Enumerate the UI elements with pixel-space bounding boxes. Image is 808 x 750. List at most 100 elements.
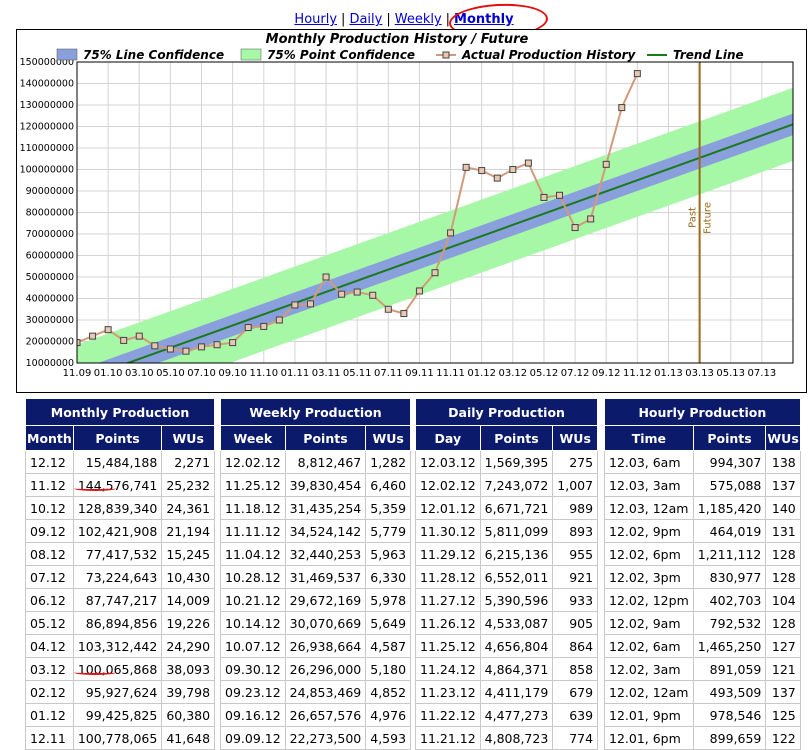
nav-separator: | bbox=[341, 12, 346, 27]
data-point bbox=[524, 159, 532, 167]
data-point bbox=[462, 163, 470, 171]
data-point bbox=[353, 288, 361, 296]
wus-cell: 38,093 bbox=[161, 657, 216, 681]
wus-cell: 5,978 bbox=[365, 588, 412, 612]
data-point bbox=[540, 193, 548, 201]
points-cell: 95,927,624 bbox=[72, 680, 163, 704]
monthly-production-table: Monthly Production Month Points WUs 12.12 15,… bbox=[24, 398, 216, 750]
points-cell: 99,425,825 bbox=[72, 703, 163, 727]
points-cell: 6,671,721 bbox=[479, 496, 554, 520]
row-label-cell: 11.04.12 bbox=[220, 542, 286, 566]
row-label-cell: 11.25.12 bbox=[415, 634, 481, 658]
data-point bbox=[509, 166, 517, 173]
row-label-cell: 12.02, 6am bbox=[604, 634, 694, 658]
wus-cell: 128 bbox=[765, 542, 801, 566]
column-header[interactable]: WUs bbox=[161, 425, 216, 451]
row-label-cell: 10.28.12 bbox=[220, 565, 286, 589]
points-cell: 1,185,420 bbox=[692, 496, 767, 520]
row-label-cell: 12.02, 12pm bbox=[604, 588, 694, 612]
wus-cell: 137 bbox=[765, 473, 801, 497]
row-label-cell: 11.12 bbox=[25, 473, 74, 497]
row-label-cell: 12.03, 6am bbox=[604, 450, 694, 474]
nav-link-hourly[interactable]: Hourly bbox=[294, 12, 338, 27]
row-label-cell: 12.03, 12am bbox=[604, 496, 694, 520]
column-header[interactable]: Points bbox=[72, 425, 163, 451]
nav-link-monthly[interactable]: Monthly bbox=[454, 12, 514, 27]
table-row: 12.02, 3am 891,059 121 bbox=[604, 657, 801, 681]
points-cell: 4,864,371 bbox=[479, 657, 554, 681]
data-point bbox=[151, 342, 159, 350]
x-tick-label: 07.11 bbox=[374, 368, 403, 379]
data-point bbox=[447, 229, 455, 237]
granularity-nav: Hourly | Daily | Weekly | Monthly bbox=[0, 12, 808, 27]
table-row: 12.02, 3pm 830,977 128 bbox=[604, 565, 801, 589]
table-row: 10.14.12 30,070,669 5,649 bbox=[220, 611, 412, 635]
column-header[interactable]: Points bbox=[284, 425, 367, 451]
row-label-cell: 12.02.12 bbox=[220, 450, 286, 474]
wus-cell: 128 bbox=[765, 565, 801, 589]
row-label-cell: 11.30.12 bbox=[415, 519, 481, 543]
data-point bbox=[338, 290, 346, 298]
column-header[interactable]: Points bbox=[692, 425, 767, 451]
wus-cell: 14,009 bbox=[161, 588, 216, 612]
data-point bbox=[322, 273, 330, 281]
table-caption: Weekly Production bbox=[219, 398, 412, 426]
wus-cell: 639 bbox=[552, 703, 599, 727]
nav-link-daily[interactable]: Daily bbox=[349, 12, 383, 27]
column-header[interactable]: Points bbox=[479, 425, 554, 451]
table-row: 12.12 15,484,188 2,271 bbox=[25, 450, 216, 474]
wus-cell: 24,290 bbox=[161, 634, 216, 658]
points-cell: 128,839,340 bbox=[72, 496, 163, 520]
table-row: 10.12 128,839,340 24,361 bbox=[25, 496, 216, 520]
table-row: 12.03, 12am 1,185,420 140 bbox=[604, 496, 801, 520]
wus-cell: 933 bbox=[552, 588, 599, 612]
column-header[interactable]: Time bbox=[604, 425, 694, 451]
column-header[interactable]: Month bbox=[25, 425, 74, 451]
wus-cell: 275 bbox=[552, 450, 599, 474]
data-point bbox=[478, 167, 486, 175]
data-point bbox=[369, 291, 377, 299]
wus-cell: 15,245 bbox=[161, 542, 216, 566]
column-header[interactable]: Week bbox=[220, 425, 286, 451]
data-point bbox=[198, 343, 206, 351]
table-row: 12.02.12 7,243,072 1,007 bbox=[415, 473, 599, 497]
x-tick-label: 01.10 bbox=[94, 368, 123, 379]
row-label-cell: 10.14.12 bbox=[220, 611, 286, 635]
table-row: 12.01, 9pm 978,546 125 bbox=[604, 703, 801, 727]
points-cell: 402,703 bbox=[692, 588, 767, 612]
y-tick-label: 20000000 bbox=[26, 337, 74, 348]
row-label-cell: 09.12 bbox=[25, 519, 74, 543]
table-row: 11.27.12 5,390,596 933 bbox=[415, 588, 599, 612]
data-point bbox=[260, 322, 268, 330]
points-cell: 575,088 bbox=[692, 473, 767, 497]
wus-cell: 5,649 bbox=[365, 611, 412, 635]
points-cell: 899,659 bbox=[692, 726, 767, 750]
wus-cell: 24,361 bbox=[161, 496, 216, 520]
data-point bbox=[602, 160, 610, 168]
row-label-cell: 12.03, 3am bbox=[604, 473, 694, 497]
x-tick-label: 03.11 bbox=[312, 368, 341, 379]
wus-cell: 122 bbox=[765, 726, 801, 750]
table-row: 11.04.12 32,440,253 5,963 bbox=[220, 542, 412, 566]
row-label-cell: 04.12 bbox=[25, 634, 74, 658]
table-row: 12.03, 3am 575,088 137 bbox=[604, 473, 801, 497]
table-caption: Monthly Production bbox=[24, 398, 216, 426]
points-cell: 30,070,669 bbox=[284, 611, 367, 635]
y-tick-label: 50000000 bbox=[26, 272, 74, 283]
wus-cell: 21,194 bbox=[161, 519, 216, 543]
points-cell: 32,440,253 bbox=[284, 542, 367, 566]
column-header[interactable]: WUs bbox=[552, 425, 599, 451]
nav-link-weekly[interactable]: Weekly bbox=[394, 12, 442, 27]
column-header[interactable]: WUs bbox=[765, 425, 801, 451]
table-row: 12.03.12 1,569,395 275 bbox=[415, 450, 599, 474]
wus-cell: 4,976 bbox=[365, 703, 412, 727]
hourly-production-table: Hourly Production Time Points WUs 12.03, 6am… bbox=[604, 398, 801, 750]
wus-cell: 989 bbox=[552, 496, 599, 520]
column-header[interactable]: WUs bbox=[365, 425, 412, 451]
column-header[interactable]: Day bbox=[415, 425, 481, 451]
row-label-cell: 12.02, 9pm bbox=[604, 519, 694, 543]
wus-cell: 5,180 bbox=[365, 657, 412, 681]
row-label-cell: 09.30.12 bbox=[220, 657, 286, 681]
points-cell: 978,546 bbox=[692, 703, 767, 727]
wus-cell: 104 bbox=[765, 588, 801, 612]
